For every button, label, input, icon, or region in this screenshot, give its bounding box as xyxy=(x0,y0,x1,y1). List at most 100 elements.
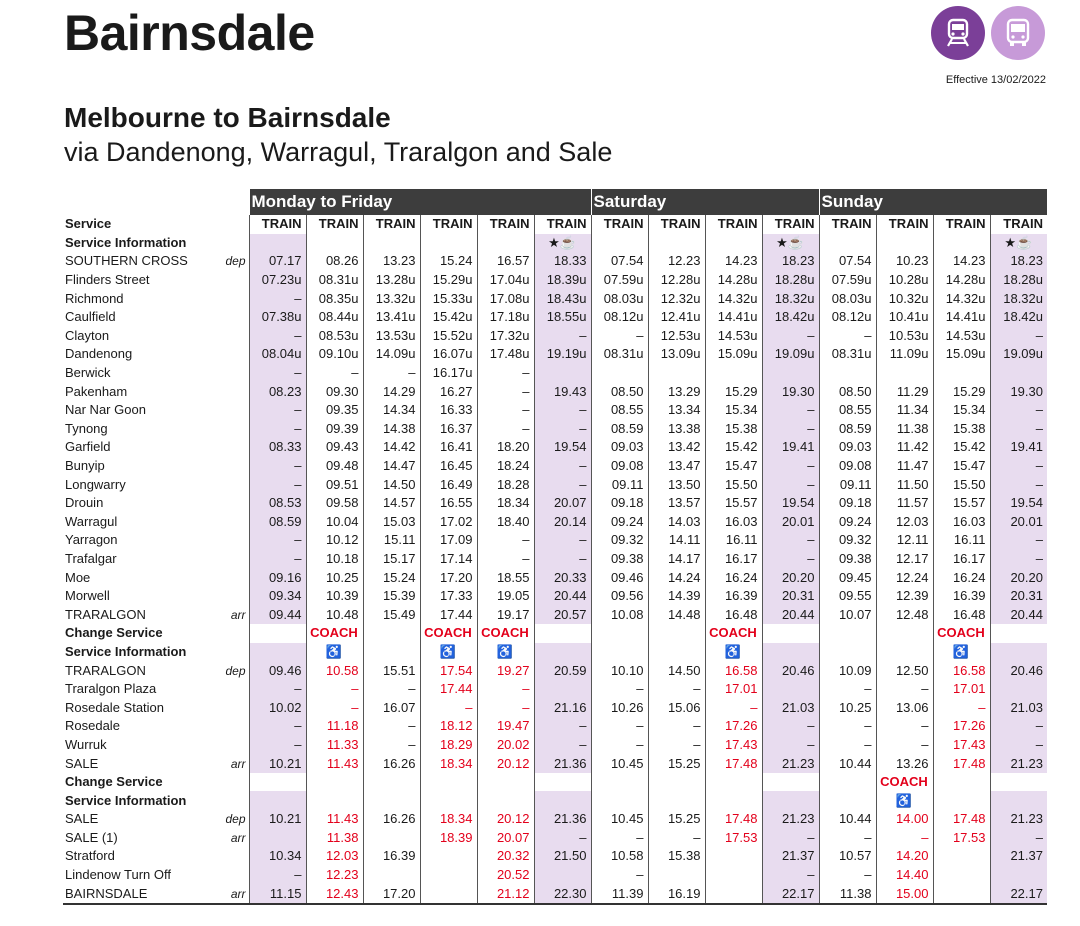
station-label: Richmond xyxy=(65,290,124,306)
time-cell: 14.11 xyxy=(647,531,705,550)
time-cell: 20.57 xyxy=(533,605,591,625)
change-service-cell xyxy=(476,772,534,792)
table-row: Nar Nar Goon –09.35 14.34 16.33– –08.55 13.34… xyxy=(63,400,1047,420)
time-cell: 10.58 xyxy=(305,661,363,680)
service-info-cell xyxy=(590,233,648,253)
time-cell: 10.45 xyxy=(590,754,648,773)
time-cell: – xyxy=(533,717,591,736)
time-cell: 10.25 xyxy=(305,568,363,587)
table-row: Trafalgar –10.18 15.17 17.14– –09.38 14.17 16.… xyxy=(63,549,1047,569)
time-cell: 20.20 xyxy=(761,568,819,587)
time-cell: 09.11 xyxy=(590,475,648,494)
time-cell: 10.57 xyxy=(818,847,876,866)
time-cell: 22.17 xyxy=(761,884,819,905)
service-info-cell xyxy=(704,791,762,810)
time-cell: 09.30 xyxy=(305,382,363,401)
change-service-cell: COACH xyxy=(932,624,990,643)
station-label: Trafalgar xyxy=(65,550,117,566)
time-cell: – xyxy=(818,679,876,699)
time-cell: 08.03u xyxy=(590,289,648,308)
dep-arr-label xyxy=(221,550,249,569)
time-cell: 18.34 xyxy=(476,493,534,513)
time-cell: 10.26 xyxy=(590,698,648,718)
time-cell: 16.17 xyxy=(932,549,990,569)
time-cell: – xyxy=(761,735,819,755)
time-cell: 17.33 xyxy=(419,586,477,606)
dep-arr-label xyxy=(221,643,249,662)
service-info-cell xyxy=(761,791,819,810)
time-cell: 21.23 xyxy=(989,754,1047,773)
time-cell: 20.46 xyxy=(761,661,819,680)
time-cell: 18.23 xyxy=(989,252,1047,271)
time-cell: 20.44 xyxy=(761,605,819,625)
time-cell: 15.49 xyxy=(362,605,420,625)
service-info-cell xyxy=(647,642,705,662)
time-cell: 16.27 xyxy=(419,382,477,401)
time-cell: 21.23 xyxy=(761,754,819,773)
service-info-cell: ★☕ xyxy=(533,233,591,253)
time-cell: 14.48 xyxy=(647,605,705,625)
time-cell: 16.03 xyxy=(932,512,990,532)
service-info-cell xyxy=(704,233,762,253)
time-cell: – xyxy=(305,363,363,383)
dep-arr-label: arr xyxy=(221,884,249,905)
time-cell: – xyxy=(761,865,819,885)
time-cell: 14.20 xyxy=(875,847,933,866)
change-service-cell xyxy=(818,772,876,792)
service-info-cell xyxy=(476,233,534,253)
time-cell xyxy=(704,884,762,905)
time-cell xyxy=(932,865,990,885)
time-cell: 09.43 xyxy=(305,438,363,457)
dep-arr-label xyxy=(221,308,249,327)
time-cell: 16.07u xyxy=(419,345,477,364)
change-service-cell xyxy=(590,772,648,792)
time-cell xyxy=(362,865,420,885)
time-cell: 14.57 xyxy=(362,493,420,513)
time-cell: 15.38 xyxy=(704,419,762,439)
time-cell: 18.42u xyxy=(989,307,1047,327)
time-cell: 15.00 xyxy=(875,884,933,905)
time-cell: 13.06 xyxy=(875,698,933,718)
service-info-cell xyxy=(875,642,933,662)
table-row: Traralgon Plaza – – –17.44– – –17.01– –17.01 xyxy=(63,679,1047,699)
time-cell: – xyxy=(761,717,819,736)
time-cell xyxy=(761,363,819,383)
time-cell: – xyxy=(248,400,306,420)
time-cell: 10.39 xyxy=(305,586,363,606)
table-row: Change Service COACH COACH COACH COACH COACH xyxy=(63,624,1047,643)
time-cell: – xyxy=(476,679,534,699)
table-row: Pakenham 08.23 09.30 14.29 16.27–19.43 08.50 1… xyxy=(63,382,1047,401)
time-cell: 10.28u xyxy=(875,270,933,290)
change-service-cell xyxy=(533,624,591,643)
time-cell: 09.55 xyxy=(818,586,876,606)
time-cell: 19.43 xyxy=(533,382,591,401)
change-service-cell xyxy=(305,772,363,792)
station-label: TRARALGON xyxy=(65,662,146,678)
time-cell: 17.48u xyxy=(476,345,534,364)
time-cell: 09.03 xyxy=(590,438,648,457)
station-label: Change Service xyxy=(65,774,163,790)
time-cell: – xyxy=(989,475,1047,494)
time-cell: 17.14 xyxy=(419,549,477,569)
time-cell: – xyxy=(647,735,705,755)
time-cell: 09.46 xyxy=(590,568,648,587)
table-row: Morwell 09.34 10.39 15.39 17.33 19.05 20.44 09.… xyxy=(63,586,1047,606)
time-cell: 19.17 xyxy=(476,605,534,625)
time-cell: 11.33 xyxy=(305,735,363,755)
time-cell: 15.50 xyxy=(932,475,990,494)
change-service-cell xyxy=(362,624,420,643)
change-service-cell xyxy=(704,772,762,792)
station-label: Traralgon Plaza xyxy=(65,681,157,697)
time-cell: 13.09u xyxy=(647,345,705,364)
time-cell: – xyxy=(248,419,306,439)
time-cell: 16.24 xyxy=(704,568,762,587)
time-cell: – xyxy=(476,363,534,383)
service-info-cell xyxy=(419,233,477,253)
time-cell: 16.41 xyxy=(419,438,477,457)
station-label: SOUTHERN CROSS xyxy=(65,253,188,269)
time-cell: 11.09u xyxy=(875,345,933,364)
time-cell: 15.03 xyxy=(362,512,420,532)
time-cell: 15.09u xyxy=(932,345,990,364)
time-cell xyxy=(932,363,990,383)
change-service-cell xyxy=(989,772,1047,792)
